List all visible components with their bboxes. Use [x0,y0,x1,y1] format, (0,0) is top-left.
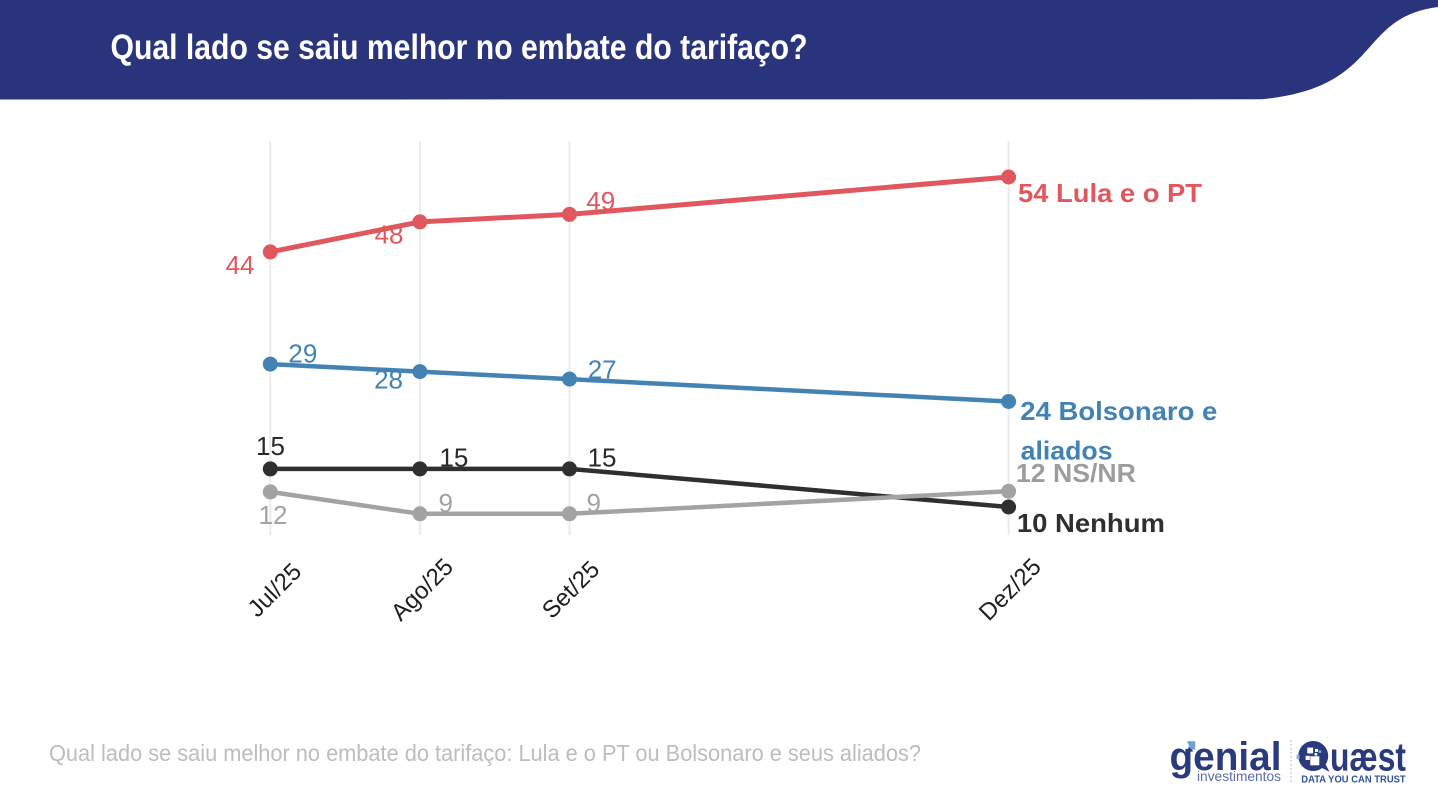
svg-text:Set/25: Set/25 [537,556,605,624]
svg-text:12: 12 [259,500,288,530]
svg-text:44: 44 [226,250,255,280]
svg-text:24 Bolsonaro e: 24 Bolsonaro e [1020,396,1217,426]
svg-text:Dez/25: Dez/25 [974,553,1047,626]
svg-text:aliados: aliados [1021,435,1113,465]
svg-text:54 Lula e o PT: 54 Lula e o PT [1018,178,1202,208]
svg-text:DATA YOU CAN TRUST: DATA YOU CAN TRUST [1301,775,1405,786]
svg-text:Qual lado se saiu melhor no em: Qual lado se saiu melhor no embate do ta… [49,740,921,766]
svg-text:investimentos: investimentos [1197,769,1281,784]
svg-text:Ago/25: Ago/25 [386,553,459,626]
svg-text:uæst: uæst [1330,736,1406,780]
svg-text:Jul/25: Jul/25 [243,558,307,622]
svg-text:15: 15 [256,431,285,461]
svg-text:9: 9 [439,488,453,518]
svg-text:12 NS/NR: 12 NS/NR [1016,458,1136,488]
svg-text:Qual lado se saiu melhor no em: Qual lado se saiu melhor no embate do ta… [111,28,808,67]
svg-text:15: 15 [588,443,617,473]
svg-text:10 Nenhum: 10 Nenhum [1017,508,1165,538]
